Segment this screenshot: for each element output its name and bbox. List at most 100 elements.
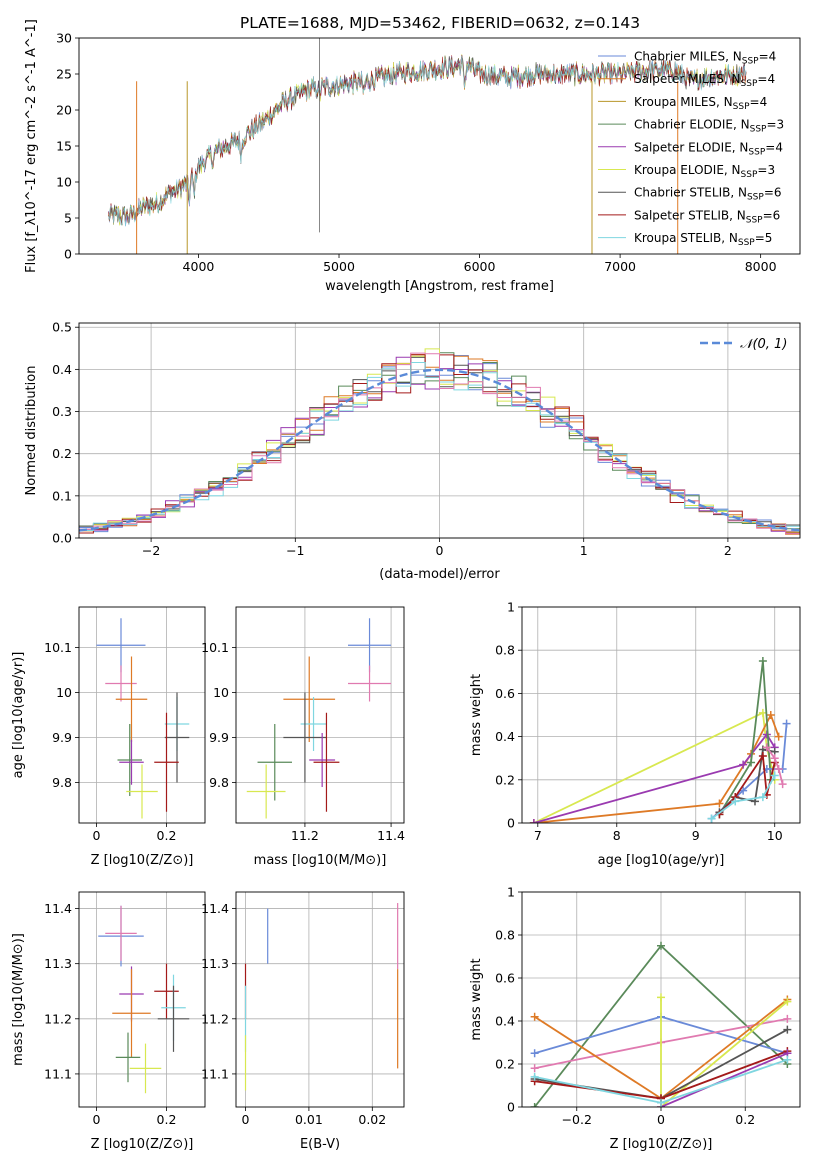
mass-weight-marker bbox=[783, 1014, 792, 1023]
x-tick-label: 7000 bbox=[604, 259, 636, 274]
plot-area bbox=[79, 348, 800, 535]
mass-weight-marker bbox=[657, 993, 665, 1002]
y-tick-label: 10 bbox=[213, 685, 229, 700]
y-tick-label: 0.4 bbox=[495, 729, 515, 744]
y-tick-label: 10.1 bbox=[44, 640, 72, 655]
x-tick-label: 11.2 bbox=[291, 828, 319, 843]
y-tick-label: 0.2 bbox=[495, 1057, 515, 1072]
y-tick-label: 0.4 bbox=[495, 1014, 515, 1029]
x-tick-label: 8 bbox=[613, 828, 621, 843]
legend-value: =6 bbox=[763, 208, 781, 222]
x-axis-label: (data-model)/error bbox=[379, 567, 500, 582]
histogram-series bbox=[79, 352, 800, 535]
x-axis-label: mass [log10(M/M⊙)] bbox=[254, 853, 387, 868]
legend-subscript: SSP bbox=[733, 102, 750, 112]
y-axis-label: age [log10(age/yr)] bbox=[11, 652, 26, 779]
y-axis-label: Normed distribution bbox=[24, 366, 39, 496]
legend-label: Kroupa ELODIE, NSSP=3 bbox=[634, 163, 775, 180]
y-tick-label: 30 bbox=[56, 31, 72, 46]
mass-weight-marker bbox=[529, 819, 538, 823]
mass-weight-marker bbox=[758, 793, 767, 802]
legend-value: =5 bbox=[755, 231, 773, 245]
legend-subscript: SSP bbox=[750, 125, 767, 135]
plot-mass_vs_ebv: 0 0.01 0.02 11.1 11.2 11.3 11.4 E(B-V) bbox=[201, 891, 405, 1152]
y-axis-label: mass [log10(M/M⊙)] bbox=[11, 933, 26, 1066]
axes-frame bbox=[78, 37, 801, 255]
y-tick-label: 11.2 bbox=[201, 1011, 229, 1026]
y-tick-label: 0.5 bbox=[52, 320, 72, 335]
mass-weight-marker bbox=[762, 743, 771, 752]
mass-weight-marker bbox=[783, 1025, 792, 1034]
mass-weight-marker bbox=[758, 657, 767, 665]
y-tick-label: 0.6 bbox=[495, 686, 515, 701]
axes-frame bbox=[78, 606, 206, 824]
mass-weight-series bbox=[660, 997, 788, 1107]
legend-label: Salpeter ELODIE, NSSP=4 bbox=[634, 140, 783, 157]
mass-weight-series bbox=[660, 1052, 788, 1107]
y-tick-label: 0.2 bbox=[495, 772, 515, 787]
x-tick-label: 4000 bbox=[183, 259, 215, 274]
x-tick-label: 2 bbox=[724, 543, 732, 558]
mass-weight-marker bbox=[530, 1012, 539, 1021]
legend-value: =3 bbox=[766, 118, 784, 132]
y-tick-label: 10.1 bbox=[201, 640, 229, 655]
axes-frame bbox=[78, 891, 206, 1108]
x-tick-label: 6000 bbox=[464, 259, 496, 274]
y-tick-label: 0.8 bbox=[495, 643, 515, 658]
y-tick-label: 0.4 bbox=[52, 362, 72, 377]
y-tick-label: 20 bbox=[56, 103, 72, 118]
y-tick-label: 9.8 bbox=[52, 775, 72, 790]
y-tick-label: 1 bbox=[507, 600, 515, 615]
x-tick-label: 7 bbox=[534, 828, 542, 843]
x-tick-label: 0.2 bbox=[157, 1112, 177, 1127]
legend-label: Chabrier STELIB, NSSP=6 bbox=[634, 186, 782, 203]
legend-subscript: SSP bbox=[738, 238, 755, 248]
plot-area bbox=[529, 657, 791, 823]
mass-weight-marker bbox=[747, 758, 756, 767]
plot-area bbox=[246, 618, 392, 819]
mass-weight-marker bbox=[782, 719, 791, 728]
y-tick-label: 11.4 bbox=[201, 901, 229, 916]
y-tick-label: 9.9 bbox=[209, 730, 229, 745]
plot-age_vs_mass: 11.2 11.4 9.8 9.9 10 10.1 mass [log10(M/M⊙)] bbox=[201, 606, 405, 868]
x-tick-label: 0.2 bbox=[735, 1112, 755, 1127]
mass-weight-marker bbox=[731, 797, 740, 806]
x-tick-label: 0.01 bbox=[295, 1112, 323, 1127]
y-tick-label: 10 bbox=[56, 175, 72, 190]
mass-weight-marker bbox=[774, 765, 783, 773]
mass-weight-marker bbox=[530, 1049, 539, 1058]
x-tick-label: 0 bbox=[436, 543, 444, 558]
x-tick-label: 9 bbox=[692, 828, 700, 843]
y-tick-label: 0.2 bbox=[52, 446, 72, 461]
plot-weight_vs_age: 7 8 9 10 0 0.2 0.4 0.6 0.8 1 age [log10(age/yr)] ma… bbox=[469, 600, 801, 868]
legend: Chabrier MILES, NSSP=4 Salpeter MILES, NS… bbox=[598, 50, 784, 248]
mass-weight-marker bbox=[530, 1064, 539, 1073]
y-tick-label: 10 bbox=[56, 685, 72, 700]
y-axis-label: Flux [f_λ10^-17 erg cm^-2 s^-1 A^-1] bbox=[24, 19, 39, 273]
x-tick-label: 0 bbox=[242, 1112, 250, 1127]
x-tick-label: 8000 bbox=[745, 259, 777, 274]
plot-spectrum: 4000 5000 6000 7000 8000 0 5 10 15 20 25 30 waveleng… bbox=[24, 19, 801, 294]
y-tick-label: 11.1 bbox=[201, 1066, 229, 1081]
legend-subscript: SSP bbox=[742, 57, 759, 67]
plot-area bbox=[98, 905, 190, 1094]
legend-label: Kroupa STELIB, NSSP=5 bbox=[634, 231, 772, 248]
legend-value: =4 bbox=[750, 95, 768, 109]
legend-value: =3 bbox=[757, 163, 775, 177]
y-tick-label: 0 bbox=[507, 816, 515, 831]
x-tick-label: 11.4 bbox=[377, 828, 405, 843]
y-tick-label: 15 bbox=[56, 139, 72, 154]
legend-label: 𝒩(0, 1) bbox=[740, 337, 787, 352]
y-tick-label: 11.3 bbox=[44, 956, 72, 971]
x-tick-label: 0.02 bbox=[358, 1112, 386, 1127]
mass-weight-marker bbox=[774, 732, 783, 741]
legend-label: Chabrier MILES, NSSP=4 bbox=[634, 50, 776, 67]
legend-value: =6 bbox=[764, 186, 782, 200]
mass-weight-marker bbox=[657, 941, 665, 950]
y-tick-label: 1 bbox=[507, 885, 515, 900]
plot-mass_vs_Z: 0 0.2 11.1 11.2 11.3 11.4 Z [log10(Z/Z⊙)] mass … bbox=[11, 891, 206, 1152]
mass-weight-marker bbox=[758, 752, 767, 761]
legend-value: =4 bbox=[759, 50, 777, 64]
spectrum-series-line bbox=[108, 55, 747, 227]
x-tick-label: 0 bbox=[657, 1112, 665, 1127]
